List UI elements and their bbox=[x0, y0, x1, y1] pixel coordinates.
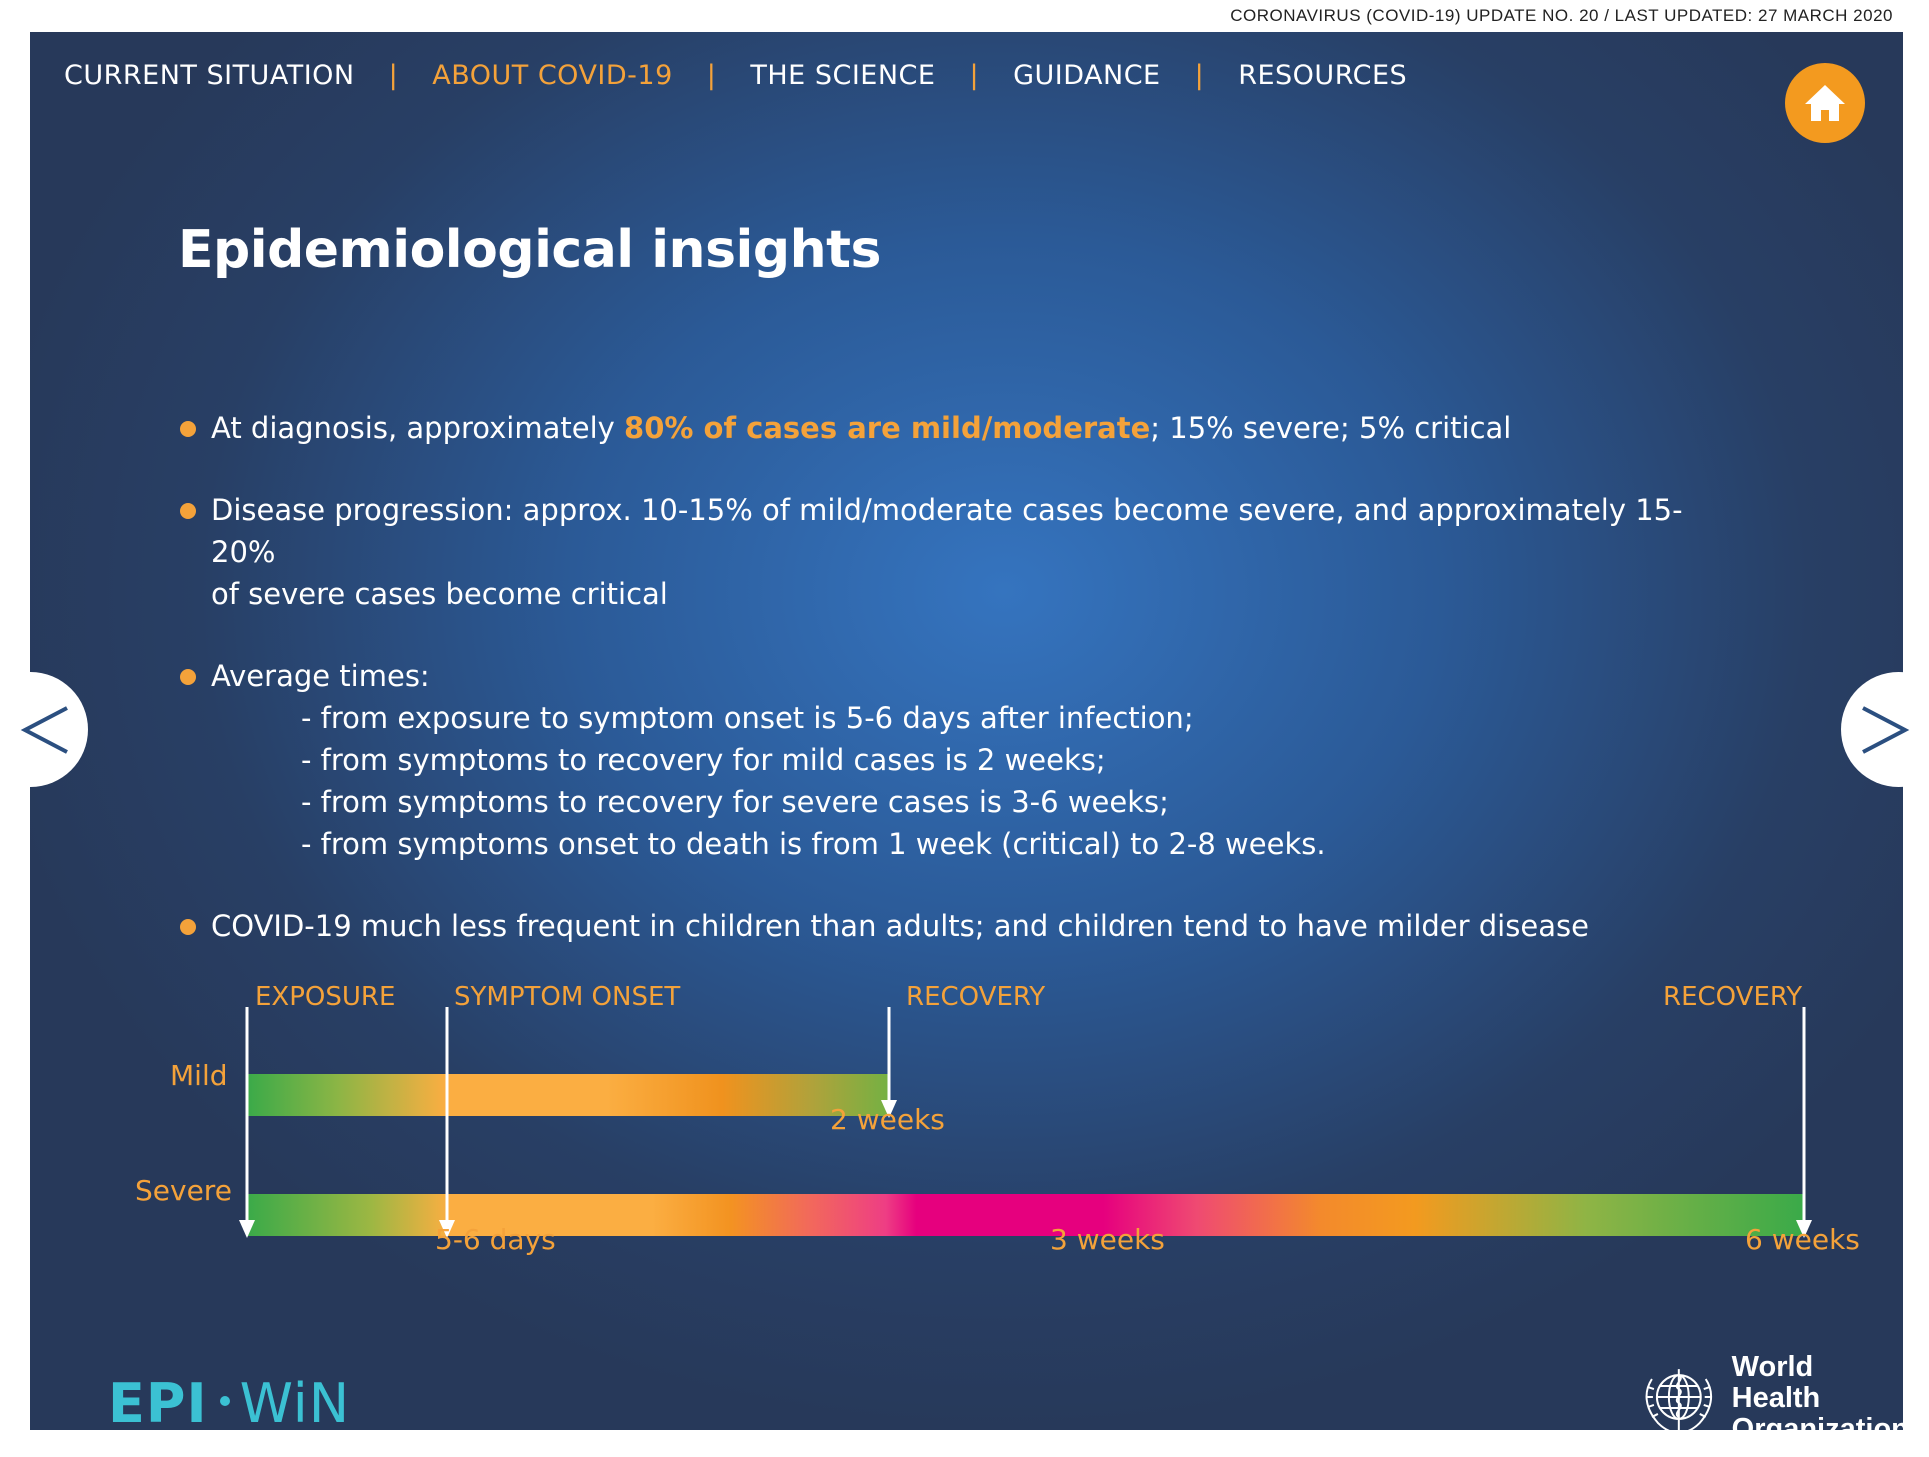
nav-about-covid19[interactable]: ABOUT COVID-19 bbox=[432, 60, 673, 91]
mild-recovery-label: RECOVERY bbox=[906, 982, 1046, 1012]
chevron-left-icon bbox=[20, 705, 68, 754]
nav-resources[interactable]: RESOURCES bbox=[1238, 60, 1408, 91]
bullet-text: of severe cases become critical bbox=[211, 577, 668, 611]
logo-dot bbox=[219, 1396, 230, 1407]
exposure-arrow-head bbox=[239, 1220, 255, 1238]
severe-bar bbox=[247, 1194, 1804, 1236]
who-emblem-icon bbox=[1645, 1368, 1712, 1430]
bullet-dot bbox=[180, 503, 196, 519]
sub-item: - from symptoms to recovery for mild cas… bbox=[301, 743, 1106, 777]
who-text-line: Organization bbox=[1731, 1413, 1903, 1431]
bullet-progression: Disease progression: approx. 10-15% of m… bbox=[180, 489, 1740, 615]
previous-slide-button[interactable] bbox=[0, 672, 88, 787]
page-title: Epidemiological insights bbox=[178, 220, 881, 280]
severe-recovery-arrow-head bbox=[1796, 1220, 1812, 1238]
next-slide-button[interactable] bbox=[1841, 672, 1929, 787]
symptom-onset-arrow-head bbox=[439, 1220, 455, 1238]
bullet-text: ; 15% severe; 5% critical bbox=[1150, 411, 1512, 445]
epi-win-logo: EPI WiN bbox=[108, 1372, 350, 1430]
severe-recovery-label: RECOVERY bbox=[1663, 982, 1803, 1012]
bullet-diagnosis: At diagnosis, approximately 80% of cases… bbox=[180, 407, 1740, 449]
bullet-dot bbox=[180, 669, 196, 685]
sub-item: - from exposure to symptom onset is 5-6 … bbox=[301, 701, 1194, 735]
exposure-label: EXPOSURE bbox=[255, 982, 396, 1012]
bullet-children: COVID-19 much less frequent in children … bbox=[180, 905, 1740, 947]
chevron-right-icon bbox=[1861, 705, 1909, 754]
bullet-heading: Average times: bbox=[211, 659, 430, 693]
severe-mid-duration-label: 3 weeks bbox=[1050, 1223, 1165, 1256]
nav-separator: | bbox=[706, 60, 717, 91]
bullet-list: At diagnosis, approximately 80% of cases… bbox=[180, 407, 1740, 987]
severe-row-label: Severe bbox=[135, 1174, 232, 1207]
symptom-onset-label: SYMPTOM ONSET bbox=[454, 982, 681, 1012]
mild-recovery-arrow-head bbox=[881, 1100, 897, 1118]
top-navigation: CURRENT SITUATION | ABOUT COVID-19 | THE… bbox=[64, 60, 1407, 91]
nav-separator: | bbox=[388, 60, 399, 91]
timeline-graphic bbox=[239, 1007, 1812, 1238]
severe-end-duration-label: 6 weeks bbox=[1745, 1223, 1860, 1256]
bullet-dot bbox=[180, 421, 196, 437]
mild-row-label: Mild bbox=[170, 1059, 228, 1092]
win-logo-text: WiN bbox=[239, 1372, 351, 1430]
sub-item: - from symptoms to recovery for severe c… bbox=[301, 785, 1169, 819]
nav-the-science[interactable]: THE SCIENCE bbox=[750, 60, 936, 91]
nav-guidance[interactable]: GUIDANCE bbox=[1013, 60, 1161, 91]
sub-item: - from symptoms onset to death is from 1… bbox=[301, 827, 1326, 861]
bullet-dot bbox=[180, 919, 196, 935]
symptom-onset-duration-label: 5-6 days bbox=[435, 1223, 556, 1256]
bullet-text: Disease progression: approx. 10-15% of m… bbox=[211, 493, 1683, 569]
bullet-average-times: Average times: - from exposure to sympto… bbox=[180, 655, 1740, 865]
who-text: World Health Organization bbox=[1731, 1351, 1903, 1431]
slide: CURRENT SITUATION | ABOUT COVID-19 | THE… bbox=[30, 32, 1903, 1430]
epi-logo-text: EPI bbox=[108, 1372, 208, 1430]
nav-current-situation[interactable]: CURRENT SITUATION bbox=[64, 60, 355, 91]
who-logo: World Health Organization bbox=[1634, 1352, 1903, 1430]
update-header: CORONAVIRUS (COVID-19) UPDATE NO. 20 / L… bbox=[1230, 6, 1893, 25]
mild-duration-label: 2 weeks bbox=[830, 1103, 945, 1136]
bullet-text: COVID-19 much less frequent in children … bbox=[211, 909, 1589, 943]
nav-separator: | bbox=[969, 60, 980, 91]
home-icon bbox=[1805, 85, 1845, 121]
home-button[interactable] bbox=[1785, 63, 1865, 143]
nav-separator: | bbox=[1194, 60, 1205, 91]
mild-bar bbox=[247, 1074, 889, 1116]
bullet-text: At diagnosis, approximately bbox=[211, 411, 625, 445]
who-text-line: World Health bbox=[1731, 1351, 1821, 1414]
highlight-text: 80% of cases are mild/moderate bbox=[624, 411, 1151, 445]
